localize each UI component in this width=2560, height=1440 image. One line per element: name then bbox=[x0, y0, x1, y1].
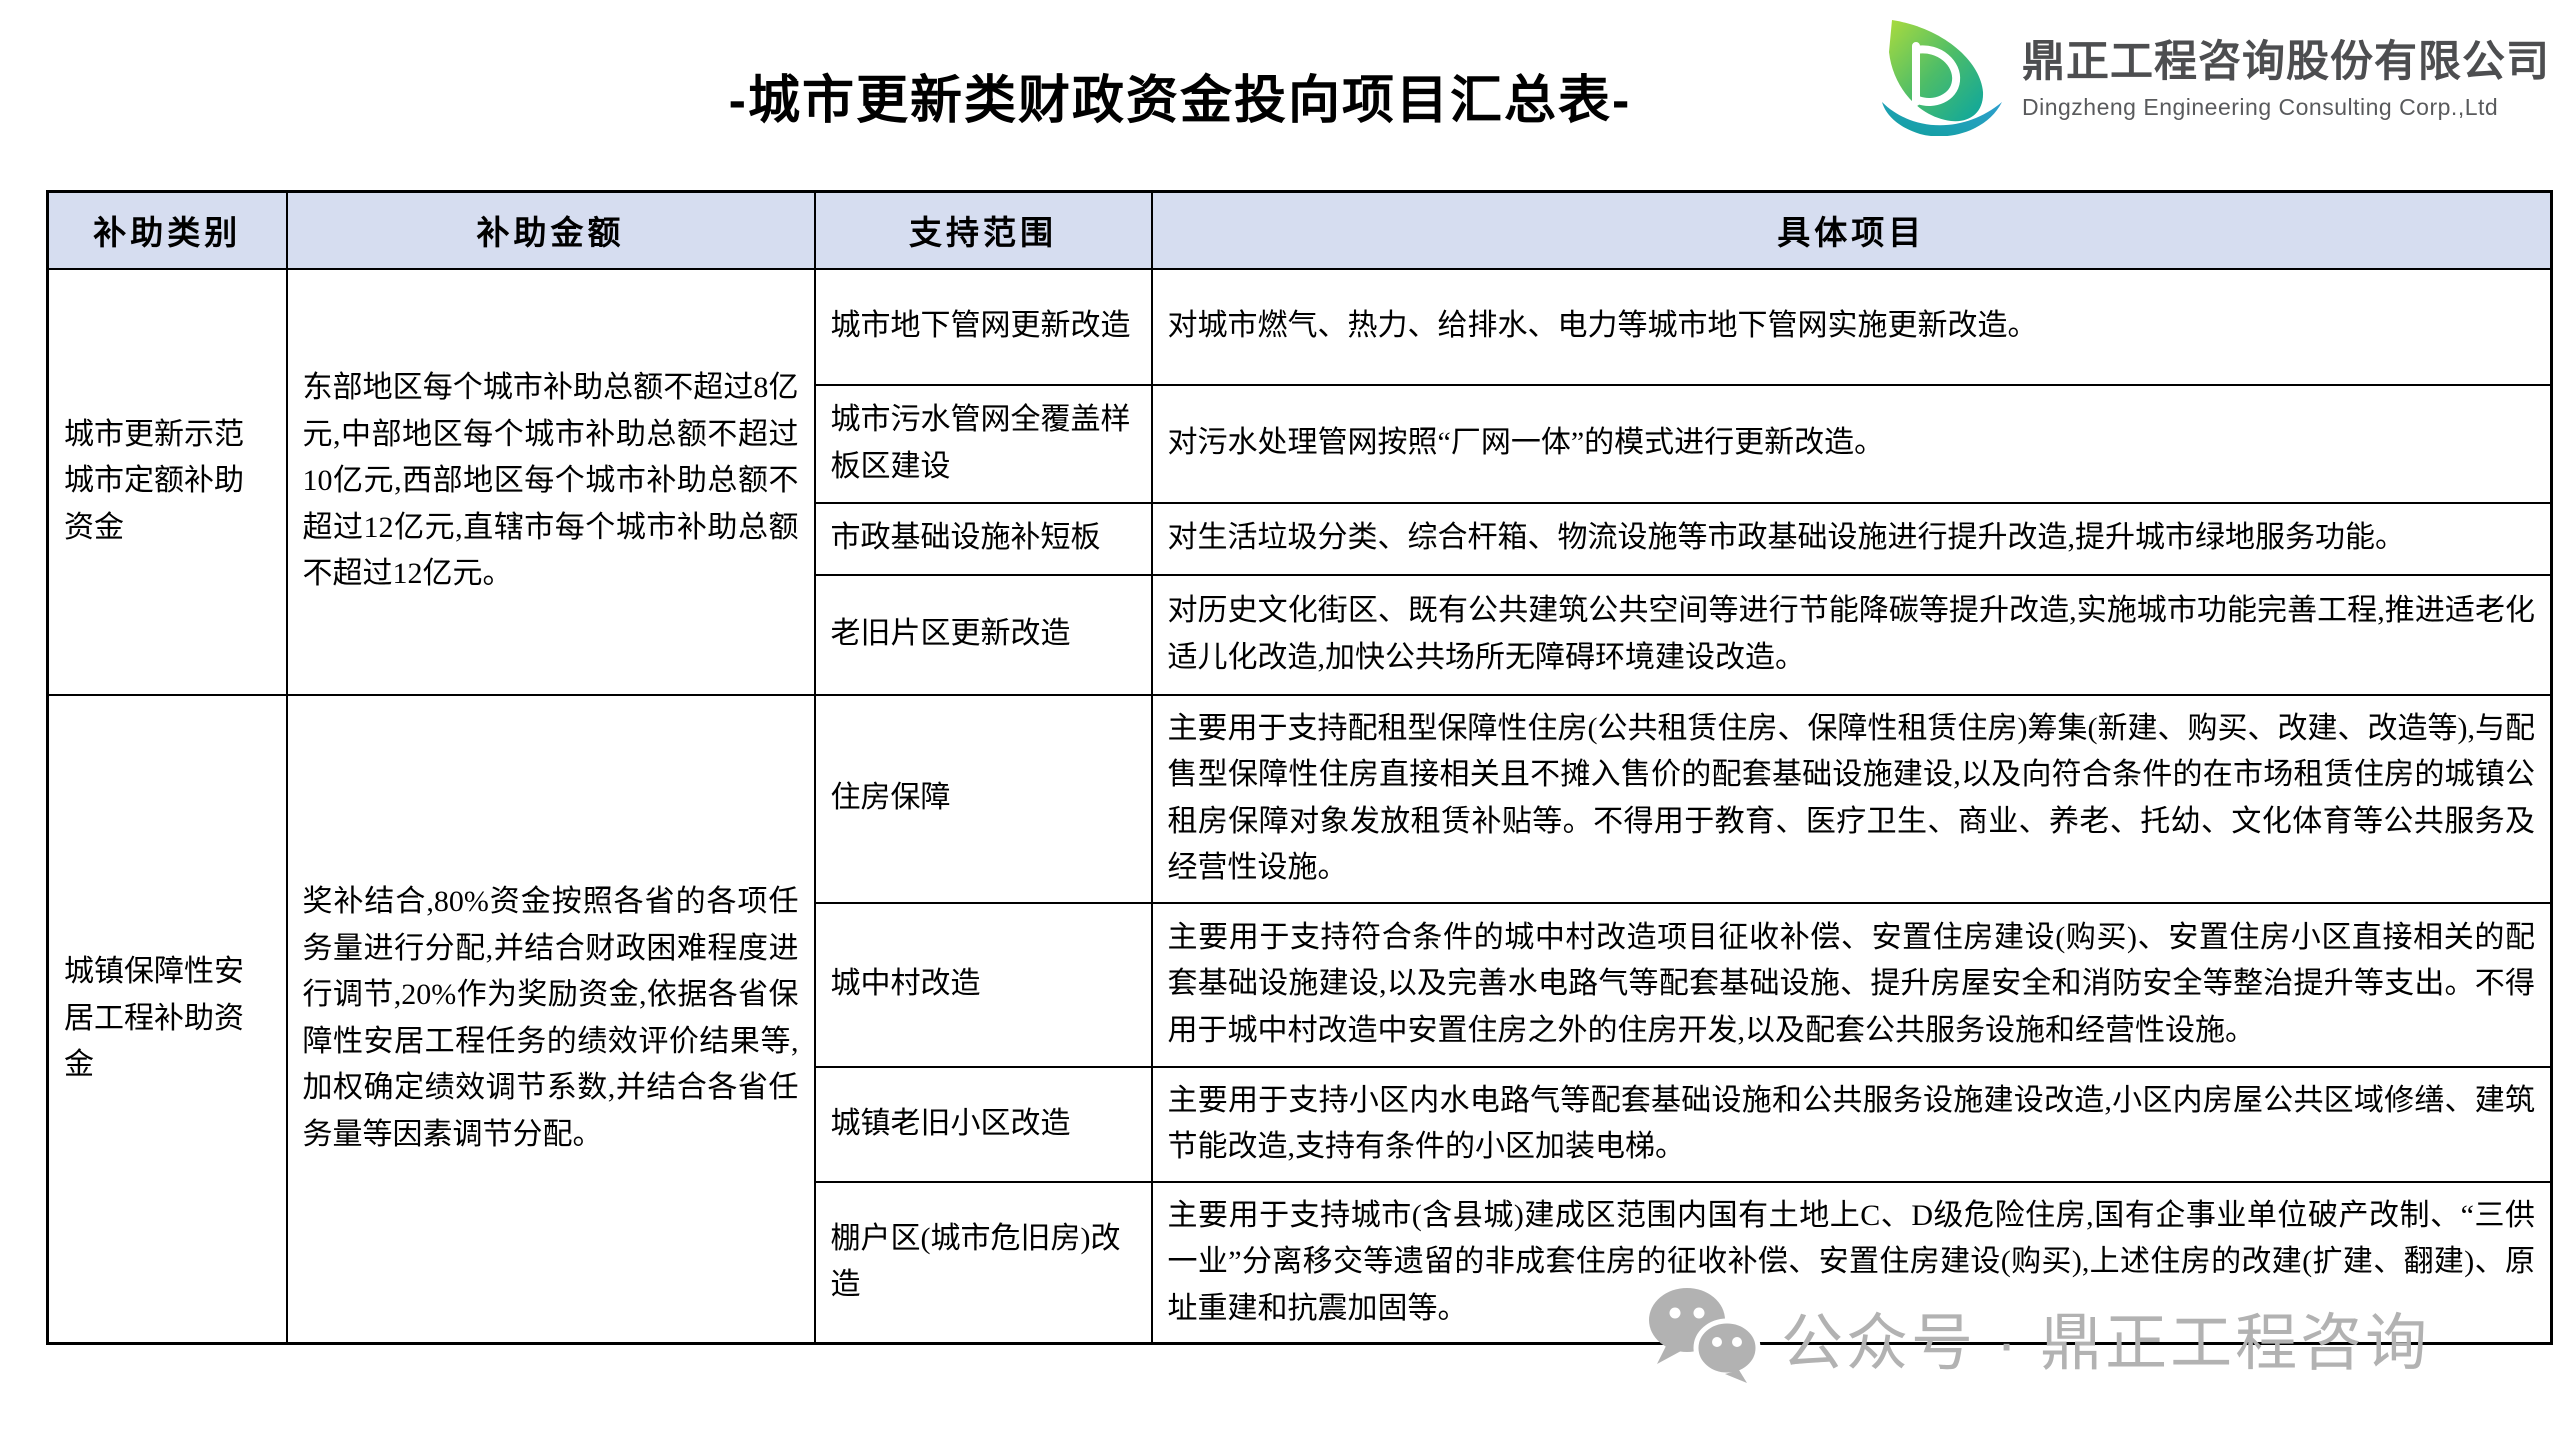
company-name-en: Dingzheng Engineering Consulting Corp.,L… bbox=[2022, 93, 2499, 120]
table-row: 城镇老旧小区改造 主要用于支持小区内水电路气等配套基础设施和公共服务设施建设改造… bbox=[48, 1065, 2553, 1183]
detail-cell: 主要用于支持小区内水电路气等配套基础设施和公共服务设施建设改造,小区内房屋公共区… bbox=[1150, 1065, 2553, 1183]
detail-cell: 对历史文化街区、既有公共建筑公共空间等进行节能降碳等提升改造,实施城市功能完善工… bbox=[1150, 573, 2553, 696]
scope-cell: 城市污水管网全覆盖样板区建设 bbox=[813, 383, 1153, 504]
detail-cell: 对城市燃气、热力、给排水、电力等城市地下管网实施更新改造。 bbox=[1150, 267, 2553, 386]
subsidy-summary-table: 补助类别 补助金额 支持范围 具体项目 城市更新示范城市定额补助资金 东部地区每… bbox=[46, 190, 2553, 1345]
column-header-support-scope: 支持范围 bbox=[813, 190, 1153, 270]
scope-cell: 老旧片区更新改造 bbox=[813, 573, 1153, 696]
column-header-subsidy-category: 补助类别 bbox=[46, 190, 288, 270]
category-cell: 城市更新示范城市定额补助资金 bbox=[46, 267, 288, 696]
wechat-icon bbox=[1645, 1284, 1763, 1389]
scope-cell: 城市地下管网更新改造 bbox=[813, 267, 1153, 386]
column-header-specific-projects: 具体项目 bbox=[1150, 190, 2553, 270]
detail-cell: 主要用于支持配租型保障性住房(公共租赁住房、保障性租赁住房)筹集(新建、购买、改… bbox=[1150, 693, 2553, 904]
amount-cell: 东部地区每个城市补助总额不超过8亿元,中部地区每个城市补助总额不超过10亿元,西… bbox=[285, 267, 816, 696]
table-row: 市政基础设施补短板 对生活垃圾分类、综合杆箱、物流设施等市政基础设施进行提升改造… bbox=[48, 501, 2553, 576]
scope-cell: 城镇老旧小区改造 bbox=[813, 1065, 1153, 1183]
company-name-block: 鼎正工程咨询股份有限公司 Dingzheng Engineering Consu… bbox=[2022, 38, 2550, 120]
table-row: 城镇保障性安居工程补助资金 奖补结合,80%资金按照各省的各项任务量进行分配,并… bbox=[46, 693, 2553, 1345]
scope-cell: 城中村改造 bbox=[813, 901, 1153, 1068]
table-row: 城市污水管网全覆盖样板区建设 对污水处理管网按照“厂网一体”的模式进行更新改造。 bbox=[48, 383, 2553, 504]
watermark-text: 公众号 · 鼎正工程咨询 bbox=[1781, 1308, 2431, 1378]
dingzheng-leaf-d-logo-icon bbox=[1876, 18, 2008, 141]
company-name-cn: 鼎正工程咨询股份有限公司 bbox=[2022, 38, 2550, 87]
amount-cell: 奖补结合,80%资金按照各省的各项任务量进行分配,并结合财政困难程度进行调节,2… bbox=[285, 693, 816, 1345]
company-logo: 鼎正工程咨询股份有限公司 Dingzheng Engineering Consu… bbox=[1876, 18, 2550, 141]
category-cell: 城镇保障性安居工程补助资金 bbox=[46, 693, 288, 1345]
table-row: 老旧片区更新改造 对历史文化街区、既有公共建筑公共空间等进行节能降碳等提升改造,… bbox=[48, 573, 2553, 696]
detail-cell: 主要用于支持城市(含县城)建成区范围内国有土地上C、D级危险住房,国有企事业单位… bbox=[1150, 1180, 2553, 1345]
scope-cell: 棚户区(城市危旧房)改造 bbox=[813, 1180, 1153, 1345]
column-header-subsidy-amount: 补助金额 bbox=[285, 190, 816, 270]
detail-cell: 对生活垃圾分类、综合杆箱、物流设施等市政基础设施进行提升改造,提升城市绿地服务功… bbox=[1150, 501, 2553, 576]
detail-cell: 主要用于支持符合条件的城中村改造项目征收补偿、安置住房建设(购买)、安置住房小区… bbox=[1150, 901, 2553, 1068]
table-header-row: 补助类别 补助金额 支持范围 具体项目 bbox=[46, 190, 2553, 270]
page-title: -城市更新类财政资金投向项目汇总表- bbox=[728, 72, 1632, 130]
scope-cell: 住房保障 bbox=[813, 693, 1153, 904]
table-row: 城市更新示范城市定额补助资金 东部地区每个城市补助总额不超过8亿元,中部地区每个… bbox=[46, 267, 2553, 696]
table-row: 城中村改造 主要用于支持符合条件的城中村改造项目征收补偿、安置住房建设(购买)、… bbox=[48, 901, 2553, 1068]
scope-cell: 市政基础设施补短板 bbox=[813, 501, 1153, 576]
wechat-watermark: 公众号 · 鼎正工程咨询 bbox=[1645, 1284, 2430, 1389]
table-row: 棚户区(城市危旧房)改造 主要用于支持城市(含县城)建成区范围内国有土地上C、D… bbox=[48, 1180, 2553, 1345]
detail-cell: 对污水处理管网按照“厂网一体”的模式进行更新改造。 bbox=[1150, 383, 2553, 504]
